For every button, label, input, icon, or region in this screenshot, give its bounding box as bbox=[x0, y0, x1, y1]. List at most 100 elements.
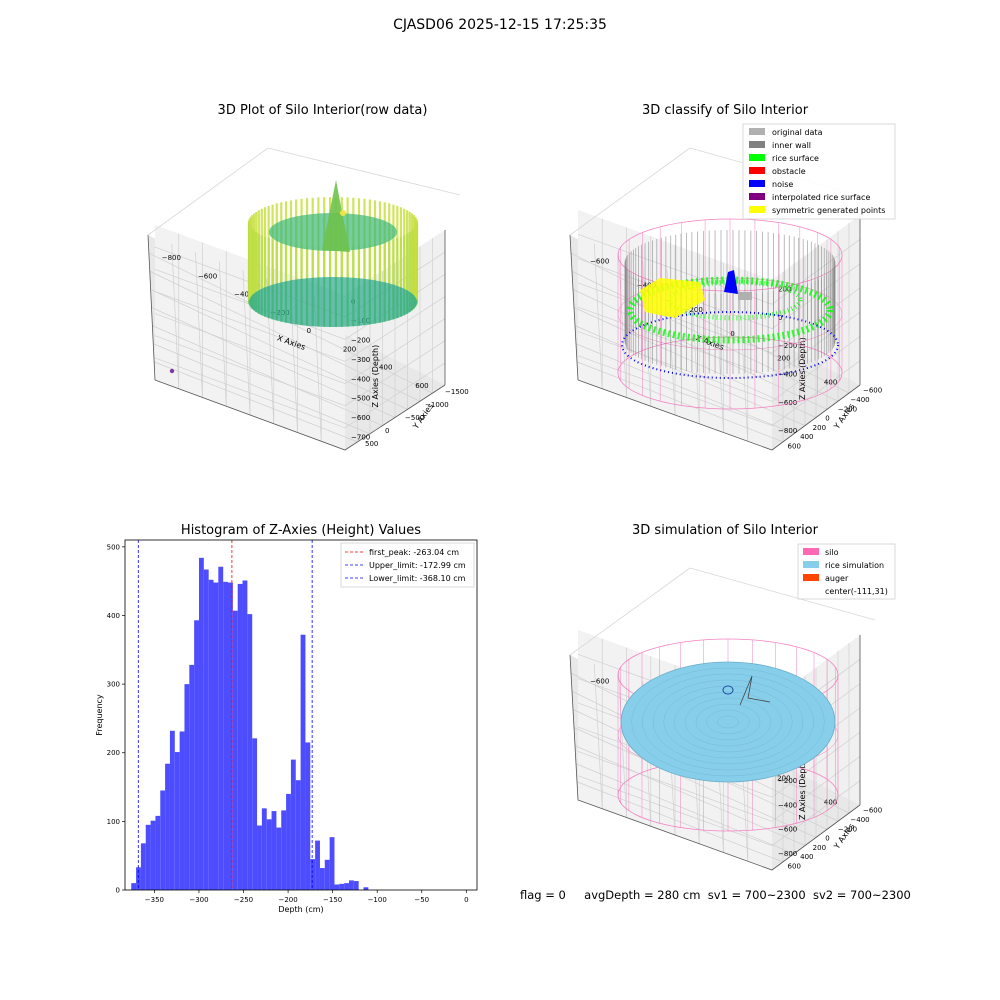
p4-z-tick: −800 bbox=[778, 850, 797, 858]
p2-y-tick: 0 bbox=[825, 415, 829, 423]
p2-legend-label: noise bbox=[772, 180, 793, 189]
p4-mesh-ring bbox=[652, 679, 804, 765]
histogram-x-tick: −200 bbox=[278, 896, 297, 904]
p1-y-tick: −500 bbox=[405, 414, 424, 422]
avg-depth-text: avgDepth = 280 cm bbox=[584, 888, 701, 902]
p1-peak-points bbox=[322, 180, 350, 252]
p2-z-label: Z Axies (Depth) bbox=[798, 337, 807, 400]
p4-grid bbox=[593, 663, 603, 809]
p1-y-tick: 500 bbox=[365, 440, 378, 448]
p2-legend-label: rice surface bbox=[772, 154, 819, 163]
histogram-bar bbox=[310, 859, 316, 890]
p2-legend-label: interpolated rice surface bbox=[772, 193, 870, 202]
p4-grid bbox=[575, 763, 795, 855]
histogram-bar bbox=[353, 881, 359, 890]
p1-y-tick: 0 bbox=[385, 427, 389, 435]
p4-z-tick: −600 bbox=[778, 826, 797, 834]
p1-axis-lines bbox=[147, 234, 446, 451]
p4-y-tick: 200 bbox=[813, 844, 826, 852]
histogram-bar bbox=[174, 752, 180, 890]
histogram-bar bbox=[305, 742, 311, 890]
p2-y-tick: −600 bbox=[863, 387, 882, 395]
histogram-bar bbox=[228, 582, 233, 890]
histogram-bar bbox=[257, 825, 262, 890]
p2-legend-swatch bbox=[749, 206, 765, 213]
p1-grid bbox=[195, 252, 203, 398]
p2-legend-swatch bbox=[749, 154, 765, 161]
histogram-bar bbox=[140, 843, 146, 890]
panel3-title: Histogram of Z-Axies (Height) Values bbox=[180, 523, 422, 538]
histogram-bar bbox=[334, 884, 340, 890]
p2-legend-label: original data bbox=[772, 128, 823, 137]
p4-y-tick: 0 bbox=[825, 835, 829, 843]
p4-y-tick: −200 bbox=[838, 825, 857, 833]
p4-x-tick: −600 bbox=[590, 678, 609, 686]
histogram-bar bbox=[324, 859, 330, 890]
p2-y-tick: −400 bbox=[850, 396, 869, 404]
histogram-x-tick: 0 bbox=[464, 896, 468, 904]
p2-legend-label: inner wall bbox=[772, 141, 811, 150]
histogram-bar bbox=[315, 840, 320, 890]
p1-x-tick: 200 bbox=[343, 345, 356, 353]
p1-z-tick: −600 bbox=[351, 414, 370, 422]
p2-x-tick: 0 bbox=[730, 330, 734, 338]
p4-auger-lines bbox=[739, 675, 771, 706]
p4-x-tick: 400 bbox=[824, 798, 837, 806]
p2-z-tick: −600 bbox=[778, 399, 797, 407]
p2-grid bbox=[618, 252, 627, 398]
p1-outlier-point bbox=[169, 368, 175, 374]
p1-x-tick: 400 bbox=[379, 364, 392, 372]
histogram-legend-label: Lower_limit: -368.10 cm bbox=[369, 574, 466, 583]
histogram-bar bbox=[189, 664, 195, 890]
p4-mesh-ring bbox=[717, 715, 739, 729]
p4-legend-label: center(-111,31) bbox=[825, 587, 888, 596]
histogram-bar bbox=[184, 684, 190, 890]
sv2-text: sv2 = 700~2300 bbox=[812, 888, 911, 902]
p4-legend-label: auger bbox=[825, 574, 849, 583]
p4-mesh-ring bbox=[642, 673, 814, 771]
p4-auger-marker bbox=[722, 685, 734, 695]
p2-legend-swatch bbox=[749, 193, 765, 200]
p1-grid bbox=[150, 289, 408, 410]
p2-legend-label: symmetric generated points bbox=[772, 206, 885, 215]
p2-y-tick: −200 bbox=[838, 405, 857, 413]
p2-axis-lines bbox=[569, 234, 861, 451]
histogram-x-tick: −250 bbox=[234, 896, 253, 904]
histogram-y-label: Frequency bbox=[95, 694, 104, 736]
histogram-bar bbox=[194, 620, 199, 890]
histogram-x-label: Depth (cm) bbox=[278, 905, 323, 914]
p2-grid bbox=[593, 243, 603, 389]
histogram-y-tick: 0 bbox=[116, 887, 120, 895]
histogram-bar bbox=[300, 634, 306, 890]
p1-grid bbox=[152, 325, 383, 426]
histogram-bar bbox=[208, 579, 214, 890]
p2-legend-swatch bbox=[749, 167, 765, 174]
p4-mesh-ring bbox=[674, 691, 782, 753]
histogram-bar bbox=[348, 880, 354, 890]
histogram-bar bbox=[179, 731, 185, 890]
p4-z-tick: −200 bbox=[778, 777, 797, 785]
p1-grid bbox=[154, 291, 446, 362]
p1-x-tick: 600 bbox=[415, 382, 428, 390]
p2-legend-swatch bbox=[749, 128, 765, 135]
p1-back-edge bbox=[147, 147, 269, 236]
histogram-frame bbox=[124, 539, 478, 891]
p2-y-tick: 200 bbox=[813, 424, 826, 432]
p4-y-tick: 600 bbox=[788, 862, 801, 870]
histogram-bar bbox=[247, 614, 253, 890]
histogram-bar bbox=[286, 793, 291, 890]
p2-back-edge bbox=[569, 147, 691, 236]
p4-grid bbox=[577, 775, 861, 847]
p2-grid bbox=[574, 325, 806, 426]
histogram-bar bbox=[339, 883, 345, 890]
histogram-bar bbox=[198, 557, 204, 890]
histogram-x-tick: −50 bbox=[414, 896, 429, 904]
p1-x-tick: 0 bbox=[307, 327, 311, 335]
sv1-text: sv1 = 700~2300 bbox=[707, 888, 806, 902]
histogram-bar bbox=[261, 808, 267, 890]
histogram-bar bbox=[295, 780, 301, 890]
p1-floor-points bbox=[249, 277, 417, 327]
p2-grid bbox=[572, 289, 828, 410]
